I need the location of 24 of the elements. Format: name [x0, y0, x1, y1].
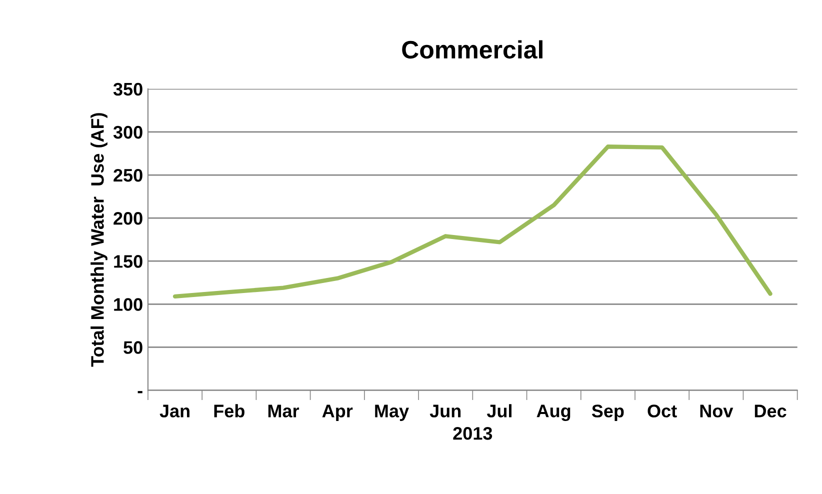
- y-tick-label: 100: [114, 298, 142, 311]
- y-tick-label: 350: [113, 82, 142, 96]
- x-tick-label: Nov: [700, 404, 734, 418]
- x-tick-label: Oct: [648, 404, 677, 418]
- x-tick-label: Aug: [536, 404, 570, 421]
- chart-title: Commercial: [402, 40, 542, 59]
- x-tick-label: Apr: [322, 404, 353, 421]
- y-tick-label: 50: [124, 341, 142, 354]
- x-axis-title: 2013: [453, 427, 492, 440]
- x-tick-label: Sep: [592, 404, 624, 421]
- x-tick-label: Mar: [268, 404, 300, 418]
- x-tick-label: Jun: [430, 404, 461, 418]
- y-tick-label: -: [138, 391, 142, 394]
- y-axis-title: Total Monthly Water Use (AF): [90, 113, 108, 367]
- x-tick-label: Jan: [160, 404, 190, 418]
- y-tick-label: 150: [114, 255, 142, 268]
- line-series: [172, 144, 772, 298]
- y-tick-label: 250: [114, 168, 142, 182]
- x-tick-label: Dec: [754, 404, 786, 418]
- x-tick-label: May: [375, 404, 409, 421]
- y-tick-label: 300: [113, 126, 142, 139]
- x-tick-label: Feb: [214, 404, 244, 418]
- y-tick-label: 200: [114, 212, 142, 225]
- x-tick-label: Jul: [486, 404, 512, 418]
